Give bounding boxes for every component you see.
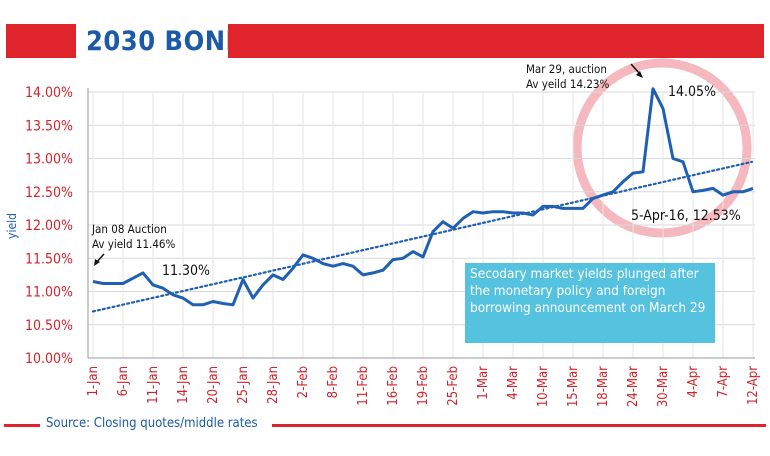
title-banner: 2030 BOND: [6, 24, 764, 58]
x-tick-label: 12-Apr: [746, 366, 761, 405]
x-tick-label: 15-Mar: [566, 366, 581, 407]
annotation-1405: 14.05%: [668, 84, 716, 100]
annotation-mar29-line2: Av yeild 14.23%: [526, 77, 610, 91]
y-axis-label: yield: [5, 213, 19, 239]
footer-line-right: [272, 424, 766, 427]
y-tick-label: 13.00%: [25, 152, 73, 168]
x-tick-label: 1-Mar: [476, 366, 491, 400]
y-tick-label: 12.00%: [25, 218, 73, 234]
annotation-jan08-arrowhead: [94, 259, 100, 266]
x-tick-label: 20-Jan: [206, 366, 221, 404]
note-text: Secodary market yields plunged after the…: [470, 266, 706, 316]
note-box: [465, 263, 715, 343]
y-tick-label: 10.50%: [25, 318, 73, 334]
series-line-yield: [92, 87, 754, 307]
y-tick-label: 13.50%: [25, 118, 73, 134]
x-tick-label: 25-Jan: [236, 366, 251, 404]
x-tick-label: 11-Feb: [356, 366, 371, 406]
x-tick-label: 10-Mar: [536, 366, 551, 407]
chart-title: 2030 BOND: [86, 26, 247, 57]
annotation-mar29-arrow: [630, 63, 641, 75]
annotation-mar29-line1: Mar 29, auction: [526, 62, 607, 76]
x-tick-label: 19-Feb: [416, 366, 431, 406]
x-tick-label: 28-Jan: [266, 366, 281, 404]
y-tick-label: 11.00%: [25, 285, 73, 301]
y-tick-label: 10.00%: [25, 351, 73, 367]
y-tick-label: 12.50%: [25, 185, 73, 201]
x-tick-label: 4-Apr: [686, 366, 701, 398]
x-tick-label: 8-Feb: [326, 366, 341, 398]
x-tick-label: 24-Mar: [626, 366, 641, 407]
y-tick-label: 11.50%: [25, 251, 73, 267]
source-note: Source: Closing quotes/middle rates: [46, 416, 258, 431]
annotation-jan08-line2: Av yield 11.46%: [92, 237, 176, 251]
footer-line-left: [4, 424, 40, 427]
x-tick-label: 14-Jan: [176, 366, 191, 404]
y-tick-label: 14.00%: [25, 85, 73, 101]
x-tick-label: 7-Apr: [716, 366, 731, 398]
x-tick-label: 2-Feb: [296, 366, 311, 398]
x-tick-label: 25-Feb: [446, 366, 461, 406]
x-tick-label: 18-Mar: [596, 366, 611, 407]
annotation-1130: 11.30%: [162, 263, 210, 279]
x-tick-label: 6-Jan: [116, 366, 131, 396]
annotation-jan08-line1: Jan 08 Auction: [91, 222, 167, 236]
annotation-mar29-arrowhead: [636, 71, 643, 78]
banner-bar-left: [6, 24, 76, 58]
x-tick-label: 30-Mar: [656, 366, 671, 407]
x-tick-label: 16-Feb: [386, 366, 401, 406]
annotation-apr5: 5-Apr-16, 12.53%: [631, 208, 741, 224]
trend-line: [91, 160, 754, 313]
banner-bar-right: [228, 24, 764, 58]
x-tick-label: 4-Mar: [506, 366, 521, 400]
x-tick-label: 11-Jan: [146, 366, 161, 404]
x-tick-label: 1-Jan: [86, 366, 101, 396]
highlight-circle: [572, 58, 752, 238]
